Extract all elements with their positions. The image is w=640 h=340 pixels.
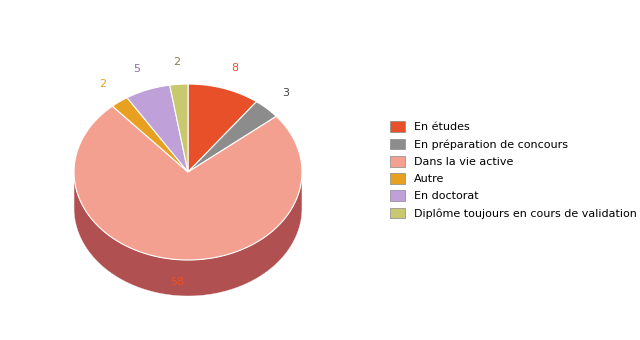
Text: 5: 5 <box>132 64 140 74</box>
Text: 58: 58 <box>170 277 184 287</box>
Text: 2: 2 <box>173 57 180 67</box>
Polygon shape <box>74 106 302 260</box>
Polygon shape <box>188 84 257 172</box>
Polygon shape <box>188 102 276 172</box>
Text: 3: 3 <box>282 88 289 98</box>
Legend: En études, En préparation de concours, Dans la vie active, Autre, En doctorat, D: En études, En préparation de concours, D… <box>390 121 637 219</box>
Text: 8: 8 <box>231 63 238 73</box>
Ellipse shape <box>74 120 302 296</box>
Polygon shape <box>170 84 188 172</box>
Polygon shape <box>74 174 302 296</box>
Text: 2: 2 <box>99 79 106 89</box>
Polygon shape <box>113 98 188 172</box>
Polygon shape <box>127 85 188 172</box>
